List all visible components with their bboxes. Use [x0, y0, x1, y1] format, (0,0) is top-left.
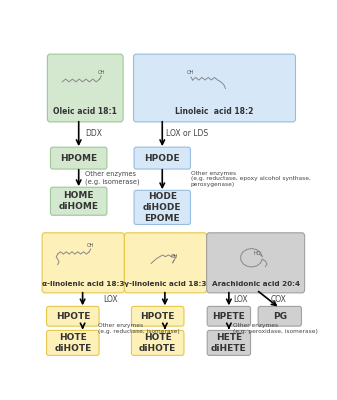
FancyBboxPatch shape [207, 330, 250, 355]
FancyBboxPatch shape [134, 190, 190, 224]
FancyBboxPatch shape [47, 54, 123, 122]
Text: Other enzymes
(e.g. peroxidase, isomerase): Other enzymes (e.g. peroxidase, isomeras… [233, 324, 318, 334]
FancyBboxPatch shape [124, 233, 207, 293]
Text: HPOTE: HPOTE [56, 312, 90, 321]
Text: Linoleic  acid 18:2: Linoleic acid 18:2 [175, 107, 254, 116]
Text: HPODE: HPODE [145, 154, 180, 163]
FancyBboxPatch shape [207, 233, 305, 293]
Text: HO: HO [254, 251, 261, 256]
Text: LOX or LDS: LOX or LDS [166, 129, 208, 138]
Text: DDX: DDX [85, 129, 102, 138]
Text: HPOTE: HPOTE [141, 312, 175, 321]
FancyBboxPatch shape [207, 306, 250, 326]
Text: OH: OH [187, 70, 194, 75]
Text: LOX: LOX [233, 294, 247, 304]
Text: PG: PG [273, 312, 287, 321]
Text: LOX: LOX [103, 294, 118, 304]
FancyBboxPatch shape [258, 306, 302, 326]
Text: OH: OH [87, 243, 94, 248]
Text: COX: COX [271, 294, 286, 304]
Text: HOTE
diHOTE: HOTE diHOTE [54, 333, 91, 353]
Text: γ-linolenic acid 18:3: γ-linolenic acid 18:3 [124, 281, 207, 287]
FancyBboxPatch shape [131, 330, 184, 355]
FancyBboxPatch shape [131, 306, 184, 326]
Text: Oleic acid 18:1: Oleic acid 18:1 [53, 107, 117, 116]
Text: HOME
diHOME: HOME diHOME [59, 191, 99, 211]
Text: HPOME: HPOME [60, 154, 97, 163]
Text: Arachidonic acid 20:4: Arachidonic acid 20:4 [212, 281, 300, 287]
Text: Other enzymes
(e.g. isomerase): Other enzymes (e.g. isomerase) [85, 171, 140, 185]
FancyBboxPatch shape [47, 330, 99, 355]
FancyBboxPatch shape [47, 306, 99, 326]
Text: HPETE: HPETE [213, 312, 245, 321]
FancyBboxPatch shape [133, 54, 296, 122]
Text: HODE
diHODE
EPOME: HODE diHODE EPOME [143, 192, 182, 223]
FancyBboxPatch shape [134, 147, 190, 169]
Text: HOTE
diHOTE: HOTE diHOTE [139, 333, 176, 353]
FancyBboxPatch shape [51, 187, 107, 215]
Text: Other enzymes
(e.g. reductase, isomerase): Other enzymes (e.g. reductase, isomerase… [98, 324, 180, 334]
FancyBboxPatch shape [42, 233, 124, 293]
FancyBboxPatch shape [51, 147, 107, 169]
Text: OH: OH [171, 254, 178, 259]
Text: OH: OH [97, 70, 105, 75]
Text: HETE
diHETE: HETE diHETE [211, 333, 247, 353]
Text: α-linolenic acid 18:3: α-linolenic acid 18:3 [42, 281, 124, 287]
Text: Other enzymes
(e.g. reductase, epoxy alcohol synthase,
peroxygenase): Other enzymes (e.g. reductase, epoxy alc… [191, 170, 311, 187]
